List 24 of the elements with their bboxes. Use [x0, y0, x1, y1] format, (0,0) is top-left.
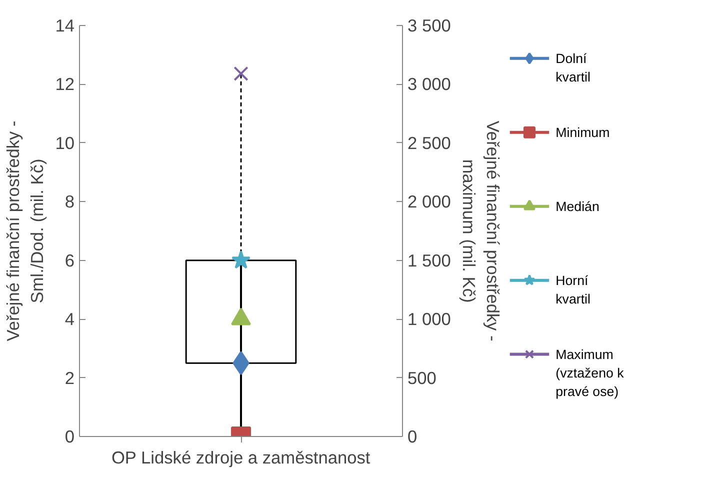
y-axis-title: Veřejné finanční prostředky - Sml./Dod. (mil. Kč)	[3, 120, 48, 342]
y2-tick-label: 1 500	[408, 250, 451, 270]
y2-tick-label: 3 500	[408, 16, 451, 36]
y2-axis-title: Veřejné finanční prostředky - maximum (mil. Kč)	[458, 120, 503, 342]
y2-tick-label: 2 500	[408, 132, 451, 153]
y2-tick-label: 0	[408, 426, 418, 446]
legend-label: Medián	[556, 198, 600, 214]
y-tick-label: 6	[64, 250, 75, 270]
y2-tick-label: 2 000	[408, 192, 451, 212]
x-tick-label: OP Lidské zdroje a zaměstnanost	[111, 448, 370, 468]
legend-label: Horní kvartil	[556, 272, 590, 306]
legend-label: Minimum	[556, 124, 610, 140]
y-tick-label: 0	[64, 426, 75, 446]
y-tick-label: 10	[55, 132, 75, 153]
y-tick-label: 2	[64, 368, 75, 388]
legend-label: Maximum (vztaženo k pravé ose)	[556, 346, 624, 399]
y-tick-label: 4	[64, 309, 75, 330]
y2-tick-label: 500	[408, 368, 436, 388]
legend-label: Dolní kvartil	[556, 50, 590, 84]
y-tick-label: 8	[64, 192, 75, 212]
y-tick-label: 14	[55, 16, 75, 36]
y2-tick-label: 1 000	[408, 309, 451, 330]
y2-tick-label: 3 000	[408, 74, 451, 94]
y-tick-label: 12	[55, 74, 75, 94]
